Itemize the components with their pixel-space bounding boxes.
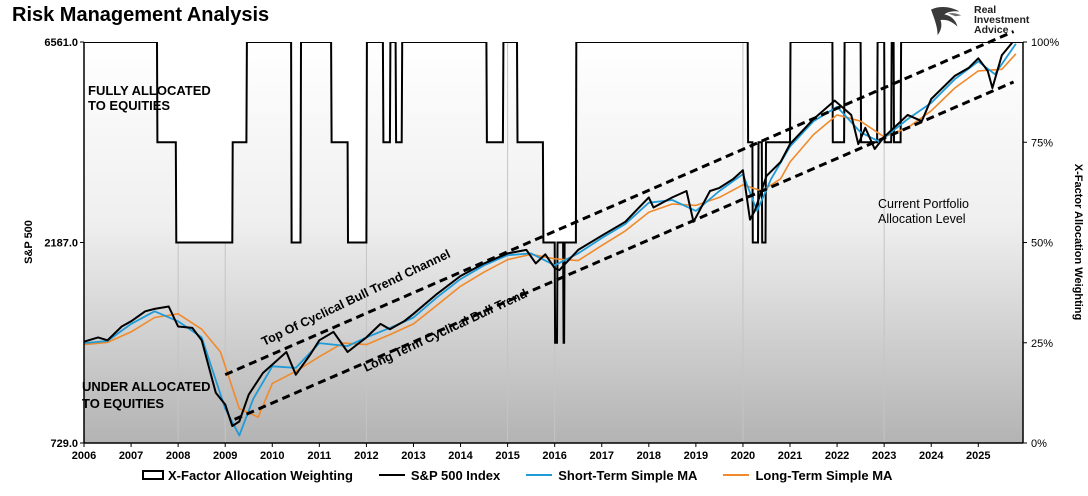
price-series: [84, 42, 1017, 437]
eagle-logo-icon: [931, 7, 962, 36]
fully-allocated-label-1: FULLY ALLOCATED: [88, 83, 211, 98]
right-tick-label: 25%: [1031, 338, 1053, 350]
x-tick-label: 2014: [448, 450, 473, 462]
legend-sp500-swatch: [378, 474, 405, 476]
right-tick-label: 50%: [1031, 238, 1053, 250]
legend-short-ma: Short-Term Simple MA: [526, 468, 697, 483]
x-tick-label: 2025: [966, 450, 990, 462]
x-tick-label: 2009: [213, 450, 237, 462]
chart-title: Risk Management Analysis: [12, 4, 270, 26]
x-tick-label: 2006: [72, 450, 96, 462]
under-allocated-label-1: UNDER ALLOCATED: [82, 379, 211, 394]
x-tick-label: 2022: [825, 450, 849, 462]
right-tick-label: 75%: [1031, 137, 1053, 149]
top-channel-line: [224, 30, 1015, 377]
xfactor-fill: [84, 42, 1023, 343]
x-tick-label: 2008: [166, 450, 190, 462]
x-tick-label: 2017: [590, 450, 614, 462]
legend-sp500-label: S&P 500 Index: [410, 467, 501, 483]
trend-lines: [224, 30, 1015, 421]
x-tick-label: 2019: [684, 450, 708, 462]
brand-line-3: Advice: [974, 24, 1009, 36]
current-allocation-label-2: Allocation Level: [878, 212, 966, 226]
line-long_ma: [84, 53, 1017, 418]
legend-short-ma-label: Short-Term Simple MA: [558, 467, 698, 483]
legend-short-ma-swatch: [526, 474, 553, 476]
brand-line-2: Investment: [974, 14, 1030, 26]
legend-long-ma: Long-Term Simple MA: [723, 468, 892, 483]
x-tick-label: 2016: [542, 450, 566, 462]
x-tick-label: 2020: [731, 450, 755, 462]
x-tick-label: 2011: [307, 450, 331, 462]
legend-xfactor: X-Factor Allocation Weighting: [142, 468, 353, 483]
xfactor-series: [84, 42, 1023, 344]
under-allocated-label-2: TO EQUITIES: [82, 396, 164, 411]
x-tick-label: 2021: [778, 450, 802, 462]
right-tick-label: 0%: [1031, 438, 1047, 450]
legend-long-ma-swatch: [723, 474, 750, 476]
legend-xfactor-swatch: [142, 470, 164, 480]
left-axis-title: S&P 500: [23, 220, 35, 264]
fully-allocated-label-2: TO EQUITIES: [88, 98, 170, 113]
xfactor-line: [84, 42, 1023, 344]
right-tick-label: 100%: [1031, 37, 1059, 49]
x-tick-label: 2012: [354, 450, 378, 462]
line-sp500: [84, 42, 1015, 427]
x-tick-label: 2010: [260, 450, 284, 462]
left-tick-label: 2187.0: [44, 238, 78, 250]
brand-name: Real Investment Advice: [974, 4, 1030, 36]
left-tick-label: 6561.0: [44, 37, 78, 49]
x-tick-label: 2013: [401, 450, 425, 462]
brand-line-1: Real: [974, 4, 997, 16]
x-tick-label: 2015: [495, 450, 519, 462]
axes: 729.0 2187.0 6561.0 0% 25% 50% 75% 100% 2006 2007…: [44, 37, 1059, 462]
x-tick-label: 2007: [119, 450, 143, 462]
left-tick-label: 729.0: [50, 438, 78, 450]
legend: X-Factor Allocation Weighting S&P 500 In…: [142, 465, 918, 485]
long-trend-line: [234, 80, 1015, 421]
x-tick-label: 2023: [872, 450, 896, 462]
legend-long-ma-label: Long-Term Simple MA: [755, 467, 893, 483]
current-allocation-label-1: Current Portfolio: [878, 197, 969, 211]
x-tick-label: 2018: [637, 450, 661, 462]
right-axis-title: X-Factor Allocation Weighting: [1072, 164, 1084, 320]
x-tick-label: 2024: [919, 450, 944, 462]
line-short_ma: [84, 43, 1017, 437]
legend-sp500: S&P 500 Index: [378, 467, 501, 483]
legend-xfactor-label: X-Factor Allocation Weighting: [168, 467, 353, 483]
